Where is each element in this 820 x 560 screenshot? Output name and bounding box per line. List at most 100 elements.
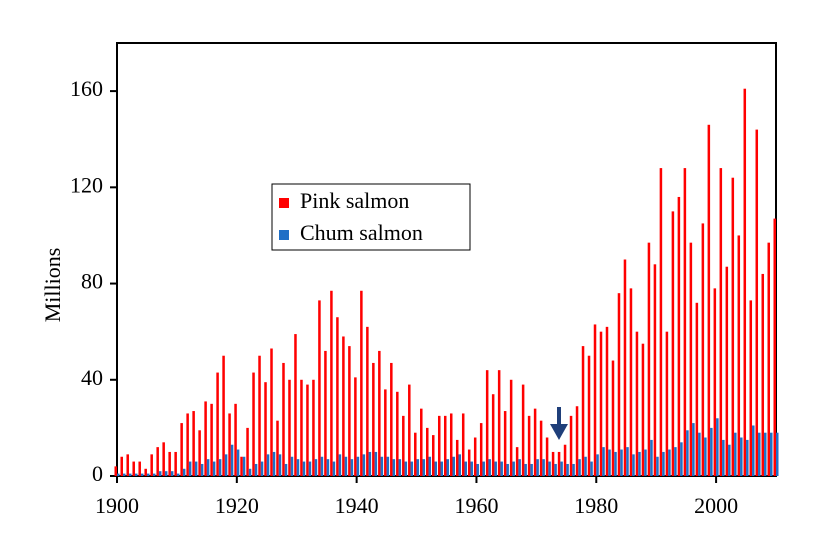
bar — [467, 449, 471, 476]
bar — [344, 456, 348, 476]
bar — [758, 432, 761, 476]
bar — [246, 427, 249, 476]
bar — [134, 473, 138, 476]
bar — [198, 430, 201, 476]
bar — [455, 439, 459, 476]
bar — [368, 451, 372, 476]
bar — [170, 471, 174, 476]
bar — [224, 454, 228, 476]
x-tick-label: 1960 — [454, 493, 498, 518]
bar — [626, 447, 629, 476]
bar — [629, 288, 633, 476]
legend-box — [271, 183, 471, 251]
bar — [452, 456, 456, 476]
bar — [152, 473, 156, 476]
bar — [210, 403, 213, 476]
y-tick-label: 80 — [81, 269, 103, 294]
legend-label: Pink salmon — [300, 188, 409, 213]
bar — [656, 456, 659, 476]
bar — [282, 362, 285, 476]
bar — [563, 444, 567, 476]
bar — [674, 447, 677, 476]
bar — [716, 418, 719, 476]
bar — [296, 459, 300, 476]
bar — [254, 463, 258, 476]
bar — [426, 427, 429, 476]
bar — [569, 415, 573, 476]
bar — [374, 451, 378, 476]
bar — [614, 451, 617, 476]
bar — [240, 456, 243, 476]
bar — [122, 473, 126, 476]
y-axis-label: Millions — [40, 248, 65, 323]
bar — [596, 454, 599, 476]
bar — [740, 437, 743, 476]
bar — [773, 218, 776, 476]
bar — [695, 302, 699, 476]
bar — [482, 461, 485, 476]
bar — [204, 401, 207, 476]
bar — [473, 437, 477, 476]
bar — [566, 463, 569, 476]
bar — [767, 242, 771, 476]
bar — [230, 444, 234, 476]
bar — [258, 355, 261, 476]
bar — [428, 456, 432, 476]
bar — [278, 454, 282, 476]
bar — [302, 461, 306, 476]
bar — [138, 461, 141, 476]
legend-swatch — [279, 198, 289, 208]
bar — [662, 451, 665, 476]
bar — [386, 456, 390, 476]
bar — [539, 420, 543, 476]
bar — [350, 459, 354, 476]
bar — [156, 447, 159, 476]
bar — [602, 447, 605, 476]
bar — [117, 473, 120, 476]
bar — [140, 473, 144, 476]
x-tick-label: 1980 — [574, 493, 618, 518]
bar — [192, 411, 195, 476]
bar — [719, 168, 723, 477]
bar — [248, 468, 252, 476]
bar — [180, 423, 183, 476]
bar — [488, 459, 491, 476]
bar — [761, 273, 765, 476]
bar — [212, 461, 216, 476]
bar — [252, 372, 255, 476]
bar — [554, 463, 557, 476]
bar — [599, 331, 603, 476]
bar — [366, 326, 369, 476]
bar — [390, 362, 393, 476]
bar — [216, 372, 219, 476]
bar — [276, 420, 279, 476]
bar — [722, 439, 725, 476]
bar — [635, 331, 639, 476]
bar — [644, 449, 647, 476]
bar — [704, 437, 707, 476]
bar — [332, 461, 336, 476]
bar — [707, 124, 711, 477]
bar — [228, 413, 231, 476]
bar — [362, 454, 366, 476]
bar — [396, 391, 399, 476]
legend-swatch — [279, 230, 289, 240]
bar — [518, 459, 521, 476]
bar — [306, 384, 309, 476]
bar — [410, 461, 414, 476]
bar — [146, 473, 150, 476]
bar — [671, 211, 675, 476]
bar — [446, 459, 450, 476]
bar — [326, 459, 330, 476]
bar — [330, 290, 333, 476]
bar — [653, 264, 657, 476]
bar — [530, 463, 533, 476]
bar — [290, 456, 294, 476]
bar — [378, 350, 381, 476]
bar — [348, 346, 351, 476]
bar — [521, 384, 525, 476]
bar — [132, 461, 135, 476]
x-tick-label: 1900 — [95, 493, 139, 518]
bar — [686, 430, 689, 476]
bar — [647, 242, 651, 476]
